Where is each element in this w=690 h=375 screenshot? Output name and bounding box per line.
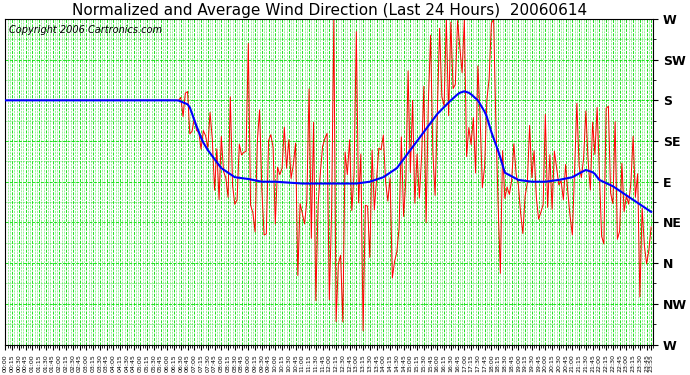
Title: Normalized and Average Wind Direction (Last 24 Hours)  20060614: Normalized and Average Wind Direction (L… [72, 3, 587, 18]
Text: Copyright 2006 Cartronics.com: Copyright 2006 Cartronics.com [8, 26, 161, 36]
